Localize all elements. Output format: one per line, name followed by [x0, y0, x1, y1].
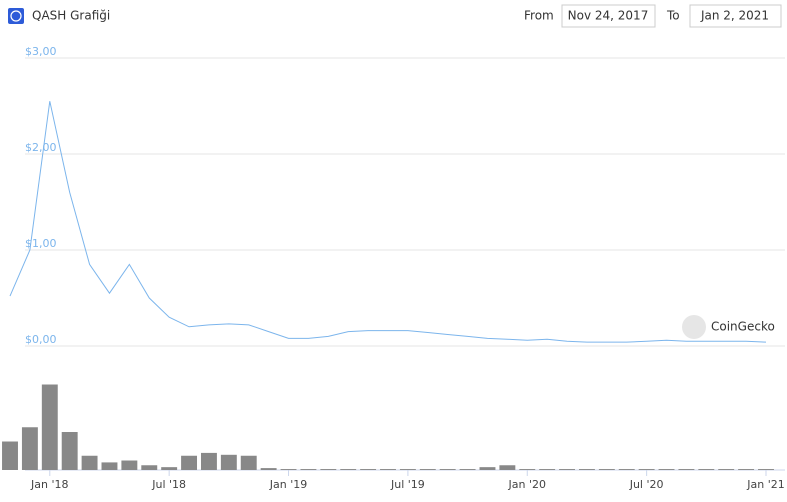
volume-bar [519, 469, 536, 470]
volume-bar [81, 455, 98, 470]
y-tick-label: $0,00 [25, 333, 57, 346]
volume-bar [678, 469, 695, 470]
volume-bar [181, 455, 198, 470]
volume-bar [280, 469, 297, 470]
volume-bar [718, 469, 735, 470]
volume-bar [738, 469, 755, 470]
from-date[interactable]: Nov 24, 2017 [568, 9, 649, 23]
volume-bar [2, 441, 18, 470]
from-label: From [524, 9, 554, 23]
watermark: CoinGecko [711, 320, 775, 334]
to-label: To [666, 9, 680, 23]
volume-bar [200, 452, 217, 470]
volume-bar [121, 460, 138, 470]
volume-bar [758, 469, 774, 470]
volume-bar [41, 384, 58, 470]
volume-bar [439, 469, 456, 470]
volume-bar [220, 454, 237, 470]
volume-bar [141, 465, 158, 470]
x-tick-label: Jul '19 [390, 478, 425, 491]
volume-bar [161, 467, 178, 470]
volume-bar [320, 469, 337, 470]
to-input[interactable] [689, 4, 782, 28]
volume-bar [340, 469, 357, 470]
to-date[interactable]: Jan 2, 2021 [700, 9, 769, 23]
y-tick-label: $2,00 [25, 141, 57, 154]
x-tick-label: Jan '19 [269, 478, 307, 491]
x-tick-label: Jan '21 [746, 478, 784, 491]
volume-bar [380, 469, 396, 470]
volume-bar [499, 465, 516, 470]
price-line [9, 101, 767, 343]
volume-bar [240, 455, 257, 470]
y-tick-label: $1,00 [25, 237, 57, 250]
volume-bar [61, 432, 78, 470]
volume-bar [698, 469, 715, 470]
y-tick-label: $3,00 [25, 45, 57, 58]
x-tick-label: Jan '20 [508, 478, 546, 491]
volume-bar [618, 469, 635, 470]
volume-bar [260, 468, 277, 470]
volume-bar [479, 467, 496, 470]
volume-bar [559, 469, 576, 470]
volume-bar [21, 427, 38, 470]
volume-bar [101, 462, 118, 470]
volume-bar [459, 469, 476, 470]
from-input[interactable] [561, 4, 656, 28]
volume-bar [360, 469, 377, 470]
watermark-logo [682, 315, 706, 339]
x-tick-label: Jul '20 [629, 478, 664, 491]
x-tick-label: Jan '18 [30, 478, 68, 491]
volume-bar [419, 469, 436, 470]
volume-bar [539, 469, 556, 470]
x-tick-label: Jul '18 [151, 478, 186, 491]
volume-bar [598, 469, 615, 470]
chart-title: QASH Grafiği [32, 9, 110, 23]
volume-bar [638, 469, 655, 470]
volume-bar [658, 469, 675, 470]
volume-bar [578, 469, 595, 470]
coin-icon [8, 8, 24, 24]
coin-icon-ring [10, 10, 22, 22]
volume-bar [300, 469, 317, 470]
volume-bar [399, 469, 416, 470]
